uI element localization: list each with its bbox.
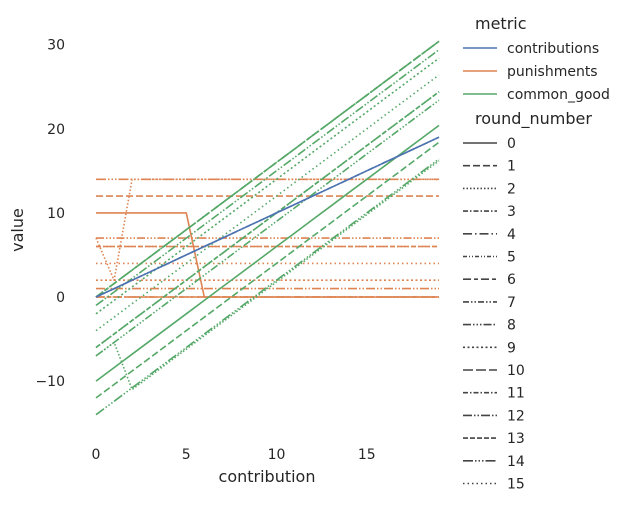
series-line-punishments-round-0 [96,212,439,298]
series-line-punishments-round-2 [95,178,439,282]
legend-style-label-7: 7 [507,295,516,311]
x-tick-label: 10 [268,447,286,463]
legend-style-label-15: 15 [507,477,525,493]
legend-style-label-4: 4 [507,227,516,243]
legend-title-metric: metric [475,14,527,33]
series-line-common_good-round-0 [95,124,440,382]
legend-style-label-0: 0 [507,136,516,152]
x-tick-label: 0 [92,447,101,463]
legend-label-common_good: common_good [507,87,610,103]
legend-label-punishments: punishments [507,64,598,80]
axes: 0 5 10 15 −10 0 10 20 30 contribution value [8,38,376,486]
series-line-common_good-round-1 [95,141,440,399]
legend-style-label-1: 1 [507,159,516,175]
legend-style-label-3: 3 [507,204,516,220]
y-tick-label: 30 [47,38,65,54]
series-line-common_good-round-6 [95,40,440,298]
legend-style-label-13: 13 [507,431,525,447]
legend-style-label-9: 9 [507,340,516,356]
y-axis-label: value [8,208,27,252]
legend-style-label-14: 14 [507,454,525,470]
series-line-common_good-round-15 [95,74,440,332]
x-tick-label: 15 [358,447,376,463]
series-line-common_good-round-8 [95,99,440,357]
legend-style-label-8: 8 [507,318,516,334]
series-line-common_good-round-13 [95,91,440,349]
y-tick-label: 10 [47,206,65,222]
y-tick-label: −10 [35,374,65,390]
legend-label-contributions: contributions [507,41,599,57]
plot-area [95,40,440,416]
series-line-common_good-round-14 [95,158,440,416]
legend-style-label-6: 6 [507,272,516,288]
y-tick-label: 20 [47,122,65,138]
series-line-contributions-round-7 [95,136,440,298]
legend-style-label-10: 10 [507,363,525,379]
legend-title-round-number: round_number [475,109,592,129]
series-line-common_good-round-9 [95,57,440,315]
x-tick-label: 5 [182,447,191,463]
legend: metric contributions punishments common_goo… [463,14,610,493]
series-line-common_good-round-2 [95,160,440,391]
legend-style-label-12: 12 [507,408,525,424]
legend-style-label-2: 2 [507,181,516,197]
legend-style-label-5: 5 [507,250,516,266]
series-line-common_good-round-11 [95,40,440,298]
series-line-common_good-round-12 [95,49,440,307]
x-axis-label: contribution [219,467,316,486]
y-tick-label: 0 [56,290,65,306]
legend-style-label-11: 11 [507,386,525,402]
